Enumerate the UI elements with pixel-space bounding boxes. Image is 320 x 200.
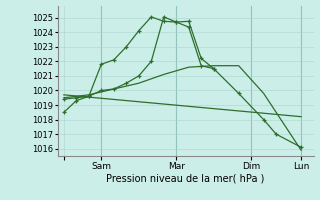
X-axis label: Pression niveau de la mer( hPa ): Pression niveau de la mer( hPa ) <box>107 173 265 183</box>
